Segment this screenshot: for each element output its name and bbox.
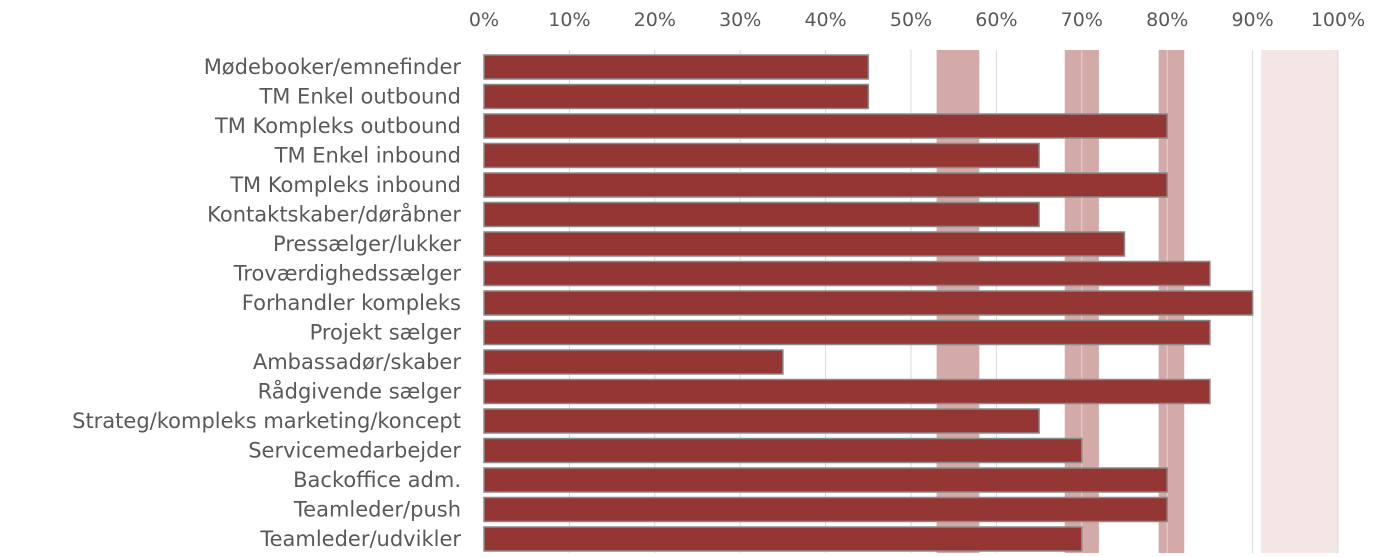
bar-3 [483,113,1168,139]
bar-2 [483,83,870,110]
x-tick-label: 30% [719,9,761,31]
category-label: Teamleder/push [293,498,461,522]
bar-11 [483,349,784,375]
x-tick-label: 80% [1146,9,1188,31]
category-label: Strateg/kompleks marketing/koncept [72,409,461,433]
x-tick-label: 10% [548,9,590,31]
bar-14 [483,437,1083,464]
bar-7 [483,231,1126,257]
category-label: Pressælger/lukker [273,232,461,256]
bar-8 [483,260,1211,287]
bar-9 [483,290,1254,316]
highlight-band-4 [1261,50,1338,553]
bar-13 [483,408,1040,434]
category-label: Servicemedarbejder [248,439,461,463]
category-label: Ambassadør/skaber [253,350,462,374]
bar-17 [483,526,1083,552]
bar-16 [483,496,1168,523]
x-tick-label: 60% [975,9,1017,31]
bar-1 [483,54,870,80]
x-tick-label: 0% [469,9,499,31]
bar-6 [483,201,1040,228]
x-axis-ticks: 0% 10% 20% 30% 40% 50% 60% 70% 80% 90% 100% [469,9,1365,31]
bar-4 [483,142,1040,169]
bar-12 [483,378,1211,405]
bar-5 [483,172,1168,198]
category-label: TM Kompleks inbound [229,173,461,197]
x-tick-label: 40% [804,9,846,31]
bars [483,54,1254,552]
category-label: Kontaktskaber/døråbner [207,202,461,227]
category-label: Teamleder/udvikler [259,527,461,551]
category-label: Backoffice adm. [293,468,461,492]
x-tick-label: 90% [1231,9,1273,31]
category-label: Projekt sælger [310,321,462,345]
x-tick-label: 100% [1311,9,1365,31]
category-labels: Mødebooker/emnefinder TM Enkel outbound TM… [72,55,461,551]
category-label: Forhandler kompleks [242,291,461,315]
x-tick-label: 50% [890,9,932,31]
bar-10 [483,319,1211,346]
x-tick-label: 70% [1061,9,1103,31]
category-label: Mødebooker/emnefinder [204,55,462,79]
category-label: TM Kompleks outbound [214,114,461,138]
category-label: Troværdighedssælger [233,262,462,286]
bar-15 [483,467,1168,493]
category-label: TM Enkel outbound [258,85,461,109]
category-label: TM Enkel inbound [274,144,461,168]
x-tick-label: 20% [634,9,676,31]
category-label: Rådgivende sælger [258,379,462,404]
